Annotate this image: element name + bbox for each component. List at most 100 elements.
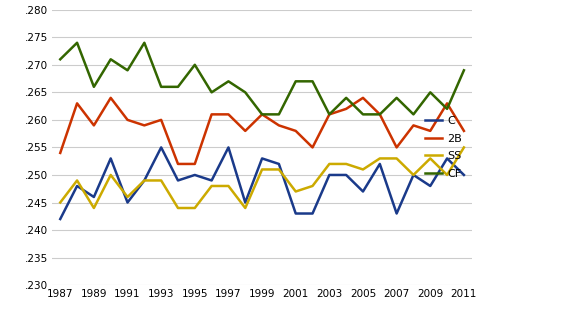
SS bbox=[427, 156, 434, 160]
CF bbox=[90, 85, 97, 89]
SS bbox=[124, 195, 131, 199]
SS bbox=[90, 206, 97, 210]
CF bbox=[141, 41, 148, 45]
C bbox=[175, 179, 181, 182]
Line: CF: CF bbox=[60, 43, 464, 114]
Line: SS: SS bbox=[60, 147, 464, 208]
C bbox=[410, 173, 417, 177]
Legend: C, 2B, SS, CF: C, 2B, SS, CF bbox=[421, 111, 467, 183]
CF bbox=[57, 57, 64, 61]
SS bbox=[208, 184, 215, 188]
CF bbox=[208, 90, 215, 94]
SS bbox=[393, 156, 400, 160]
CF bbox=[158, 85, 165, 89]
C bbox=[57, 217, 64, 221]
Line: 2B: 2B bbox=[60, 98, 464, 164]
2B bbox=[225, 112, 232, 116]
CF bbox=[359, 112, 366, 116]
2B bbox=[74, 101, 81, 105]
2B bbox=[275, 123, 282, 127]
C bbox=[124, 201, 131, 204]
SS bbox=[326, 162, 333, 166]
CF bbox=[410, 112, 417, 116]
SS bbox=[141, 179, 148, 182]
CF bbox=[275, 112, 282, 116]
CF bbox=[107, 57, 114, 61]
SS bbox=[292, 190, 299, 193]
C bbox=[158, 145, 165, 149]
C bbox=[242, 201, 249, 204]
2B bbox=[191, 162, 198, 166]
C bbox=[393, 212, 400, 215]
C bbox=[275, 162, 282, 166]
2B bbox=[410, 123, 417, 127]
SS bbox=[259, 168, 266, 171]
SS bbox=[460, 145, 467, 149]
2B bbox=[175, 162, 181, 166]
2B bbox=[359, 96, 366, 100]
C bbox=[259, 156, 266, 160]
2B bbox=[427, 129, 434, 133]
C bbox=[292, 212, 299, 215]
CF bbox=[343, 96, 350, 100]
CF bbox=[242, 90, 249, 94]
C bbox=[90, 195, 97, 199]
CF bbox=[292, 79, 299, 83]
2B bbox=[292, 129, 299, 133]
SS bbox=[107, 173, 114, 177]
Line: C: C bbox=[60, 147, 464, 219]
2B bbox=[208, 112, 215, 116]
2B bbox=[158, 118, 165, 122]
CF bbox=[225, 79, 232, 83]
CF bbox=[175, 85, 181, 89]
CF bbox=[326, 112, 333, 116]
SS bbox=[191, 206, 198, 210]
C bbox=[208, 179, 215, 182]
2B bbox=[124, 118, 131, 122]
2B bbox=[326, 112, 333, 116]
SS bbox=[225, 184, 232, 188]
C bbox=[309, 212, 316, 215]
CF bbox=[259, 112, 266, 116]
2B bbox=[242, 129, 249, 133]
2B bbox=[460, 129, 467, 133]
C bbox=[225, 145, 232, 149]
C bbox=[444, 156, 450, 160]
C bbox=[460, 173, 467, 177]
CF bbox=[376, 112, 383, 116]
SS bbox=[57, 201, 64, 204]
SS bbox=[359, 168, 366, 171]
CF bbox=[191, 63, 198, 67]
2B bbox=[376, 112, 383, 116]
2B bbox=[141, 123, 148, 127]
C bbox=[74, 184, 81, 188]
SS bbox=[309, 184, 316, 188]
SS bbox=[275, 168, 282, 171]
SS bbox=[242, 206, 249, 210]
C bbox=[427, 184, 434, 188]
C bbox=[376, 162, 383, 166]
C bbox=[359, 190, 366, 193]
2B bbox=[259, 112, 266, 116]
SS bbox=[343, 162, 350, 166]
2B bbox=[57, 151, 64, 155]
2B bbox=[107, 96, 114, 100]
SS bbox=[376, 156, 383, 160]
C bbox=[326, 173, 333, 177]
SS bbox=[158, 179, 165, 182]
2B bbox=[393, 145, 400, 149]
CF bbox=[309, 79, 316, 83]
2B bbox=[309, 145, 316, 149]
CF bbox=[124, 68, 131, 72]
2B bbox=[343, 107, 350, 111]
CF bbox=[444, 107, 450, 111]
C bbox=[343, 173, 350, 177]
SS bbox=[175, 206, 181, 210]
CF bbox=[460, 68, 467, 72]
CF bbox=[74, 41, 81, 45]
SS bbox=[410, 173, 417, 177]
2B bbox=[444, 101, 450, 105]
SS bbox=[74, 179, 81, 182]
CF bbox=[393, 96, 400, 100]
C bbox=[191, 173, 198, 177]
